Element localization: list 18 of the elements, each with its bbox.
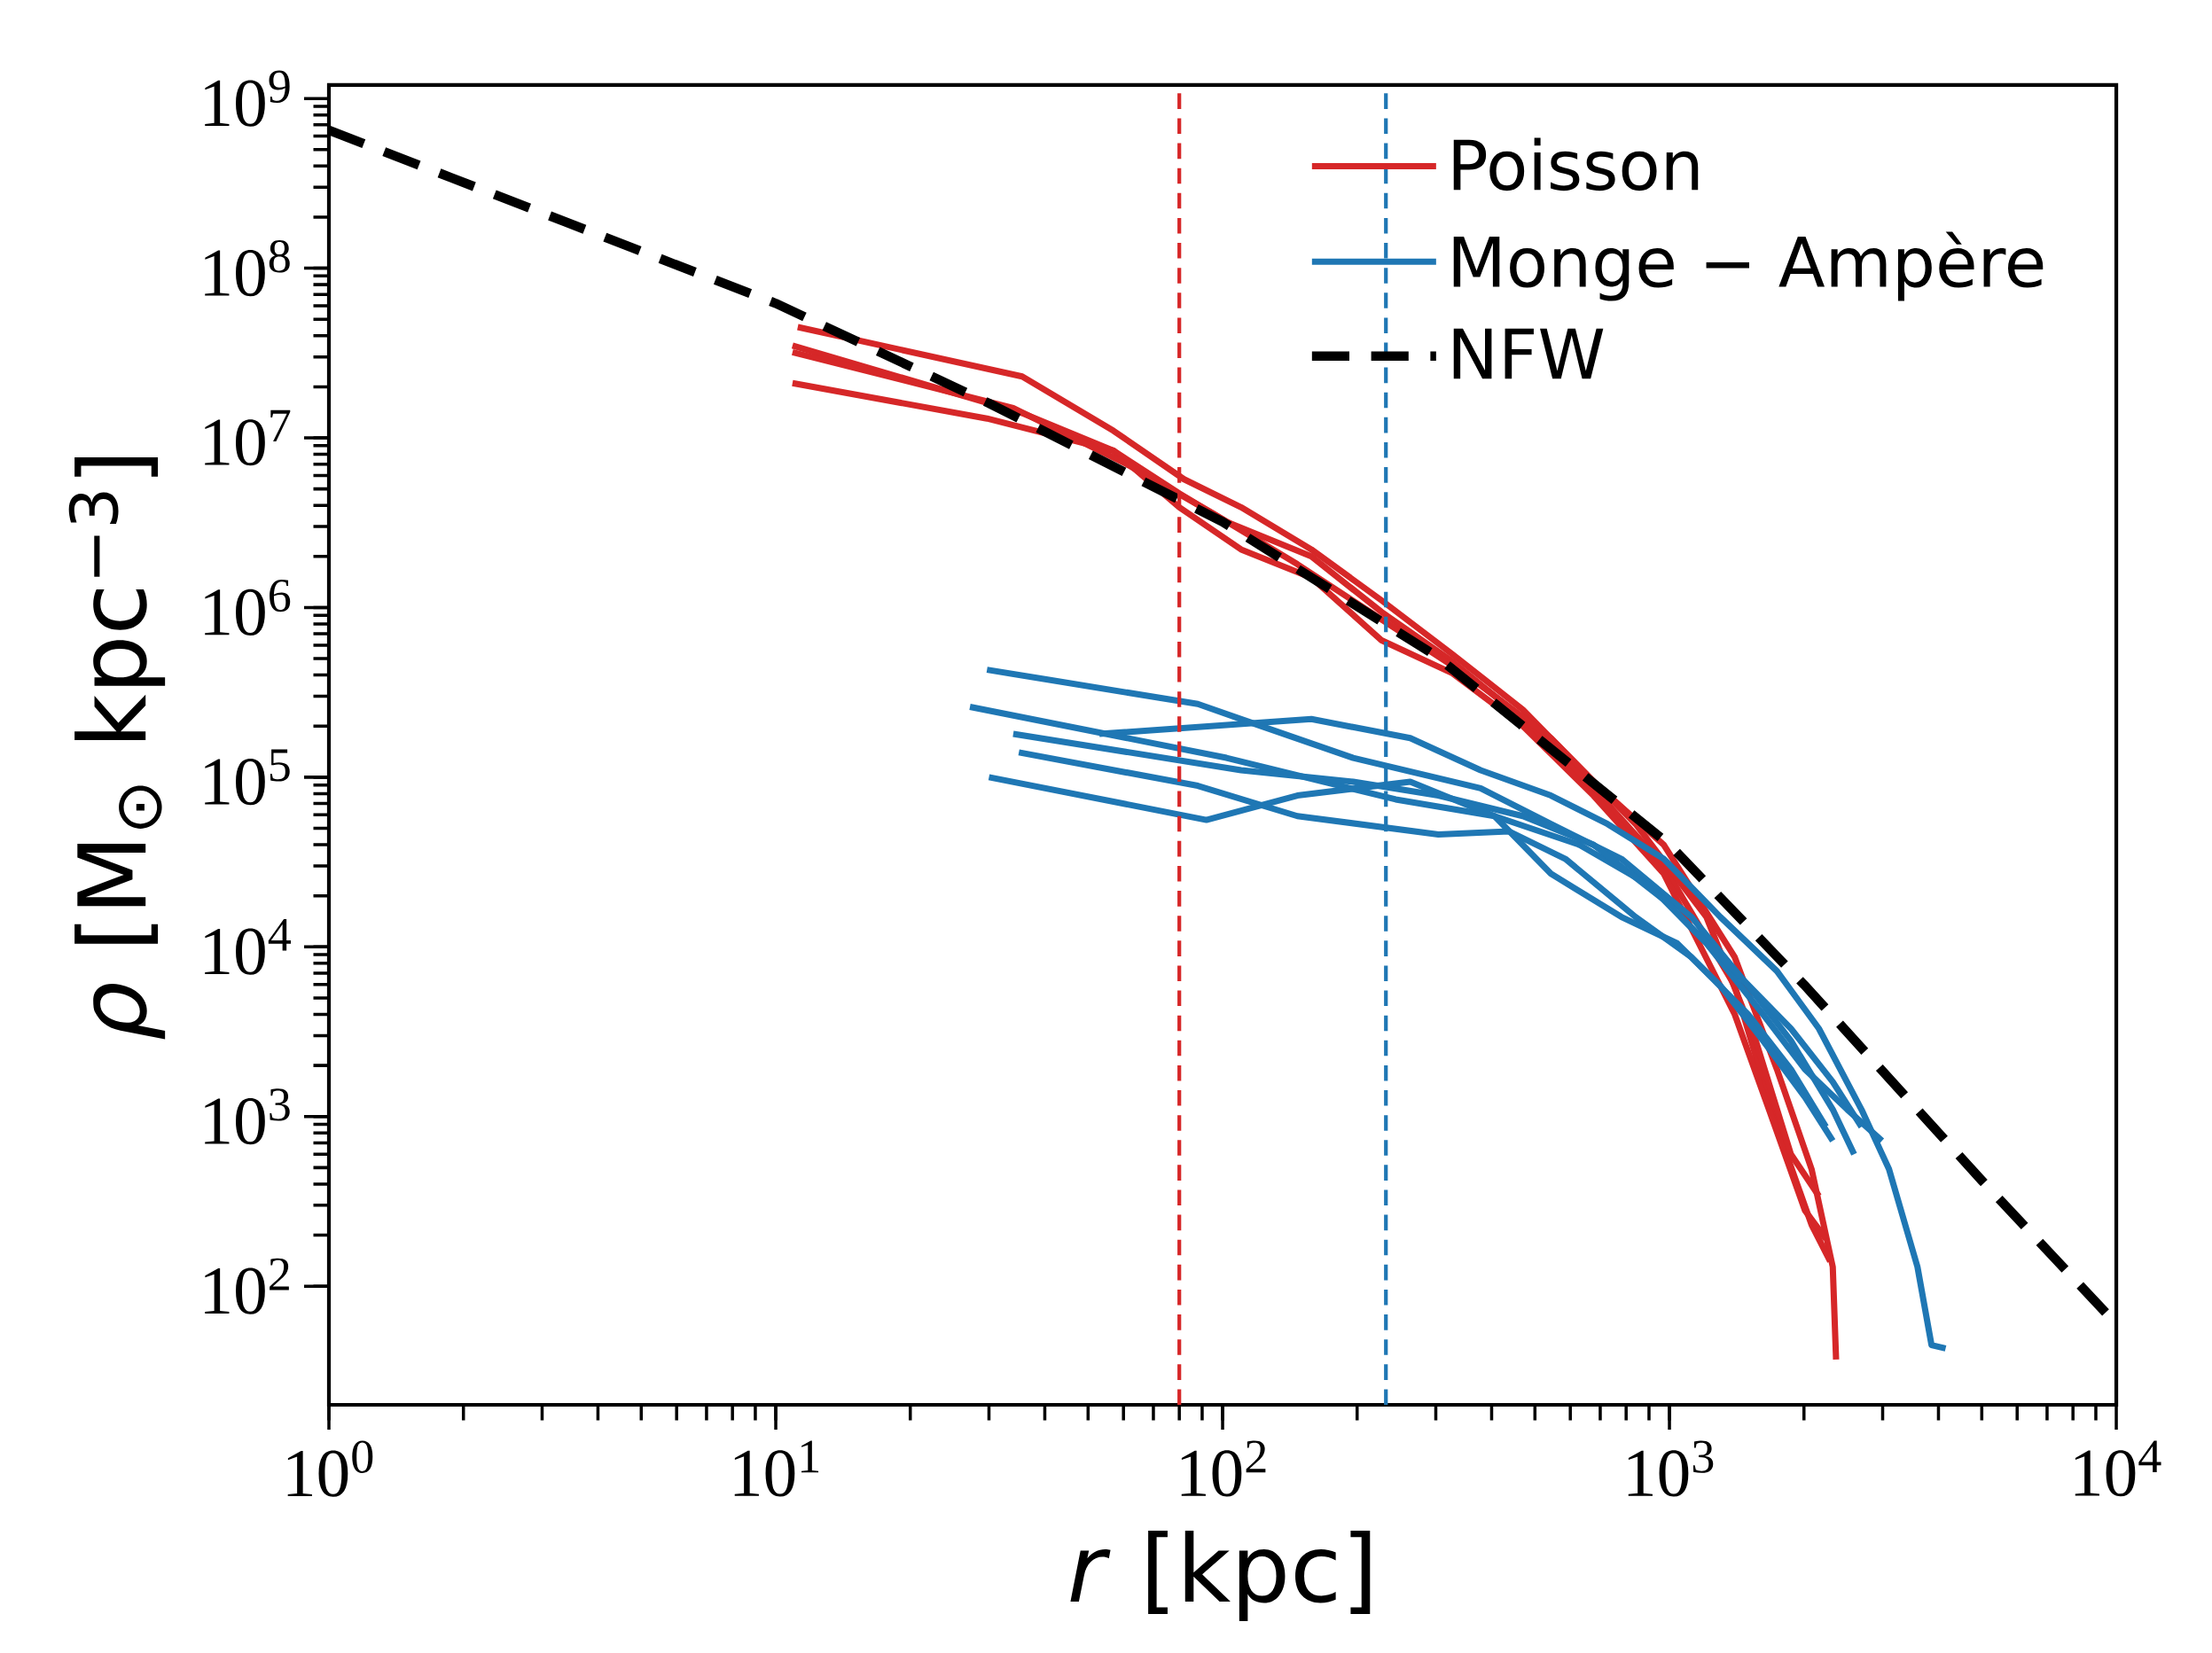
y-tick-label: 10$^{6}$: [205, 579, 291, 635]
legend-label: Poisson: [1453, 137, 1699, 191]
y-tick-label: 10$^{4}$: [205, 918, 291, 975]
y-axis-title: ρ [M$_{⊙}$ kpc$^{−3}$]: [68, 456, 166, 1040]
y-tick-label: 10$^{8}$: [205, 239, 290, 297]
y-tick-label: 10$^{7}$: [205, 409, 291, 466]
x-tick-label: 10$^{0}$: [287, 1440, 373, 1497]
x-tick-label: 10$^{3}$: [1628, 1440, 1714, 1497]
x-tick-label: 10$^{4}$: [2075, 1440, 2161, 1497]
y-tick-label: 10$^{2}$: [205, 1258, 289, 1314]
legend-label: NFW: [1453, 328, 1604, 379]
y-tick-label: 10$^{5}$: [205, 749, 290, 806]
legend-label: Monge − Ampère: [1453, 231, 2044, 301]
y-tick-label: 10$^{9}$: [205, 70, 290, 127]
x-tick-label: 10$^{2}$: [1181, 1440, 1266, 1497]
x-axis-title: r [kpc]: [1070, 1530, 1371, 1621]
x-tick-label: 10$^{1}$: [734, 1440, 819, 1497]
y-tick-label: 10$^{3}$: [205, 1088, 290, 1145]
